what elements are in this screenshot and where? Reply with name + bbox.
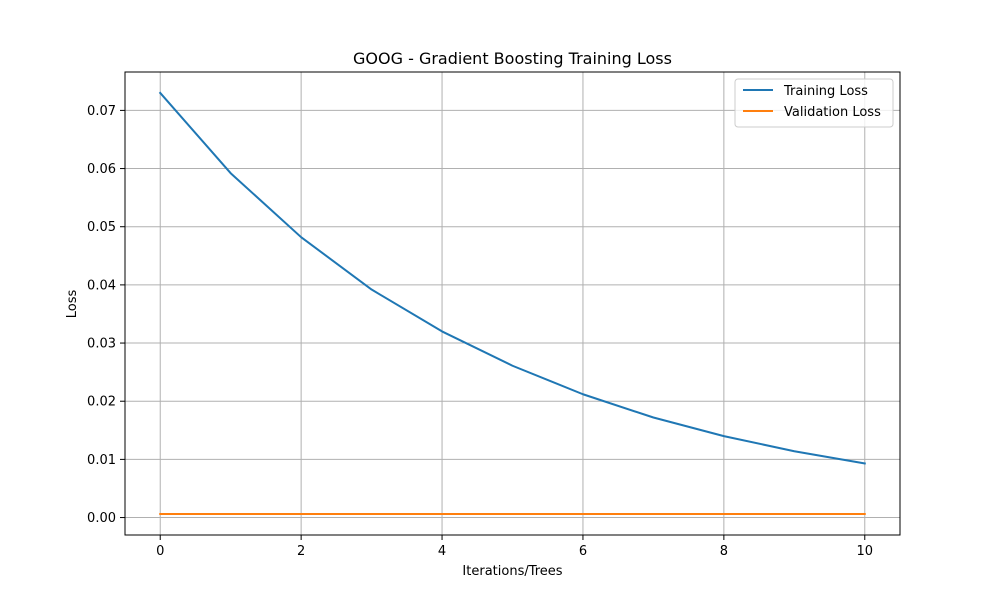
chart-title: GOOG - Gradient Boosting Training Loss: [353, 49, 672, 68]
x-tick-label: 4: [438, 544, 446, 559]
y-tick-label: 0.04: [87, 278, 116, 293]
legend-label-validation-loss: Validation Loss: [784, 105, 881, 120]
x-tick-label: 0: [156, 544, 164, 559]
y-tick-label: 0.06: [87, 162, 116, 177]
x-axis: 0 2 4 6 8 10: [156, 535, 873, 559]
y-tick-label: 0.02: [87, 395, 116, 410]
y-axis-label: Loss: [65, 290, 80, 319]
series-lines: [158, 91, 866, 516]
grid: [125, 72, 900, 535]
y-tick-label: 0.03: [87, 337, 116, 352]
x-tick-label: 2: [297, 544, 305, 559]
x-axis-label: Iterations/Trees: [462, 564, 562, 579]
y-tick-label: 0.01: [87, 453, 116, 468]
plot-area-frame: [124, 71, 901, 536]
x-tick-label: 10: [856, 544, 873, 559]
legend-label-training-loss: Training Loss: [783, 84, 868, 99]
x-tick-label: 6: [579, 544, 587, 559]
legend-box: [734, 78, 894, 128]
legend: Training Loss Validation Loss: [734, 78, 894, 128]
y-tick-label: 0.05: [87, 220, 116, 235]
y-tick-label: 0.07: [87, 104, 116, 119]
y-tick-label: 0.00: [87, 511, 116, 526]
x-tick-label: 8: [720, 544, 728, 559]
y-axis: 0.00 0.01 0.02 0.03 0.04 0.05 0.06 0.07: [87, 104, 125, 526]
series-line-training-loss: [158, 91, 866, 465]
